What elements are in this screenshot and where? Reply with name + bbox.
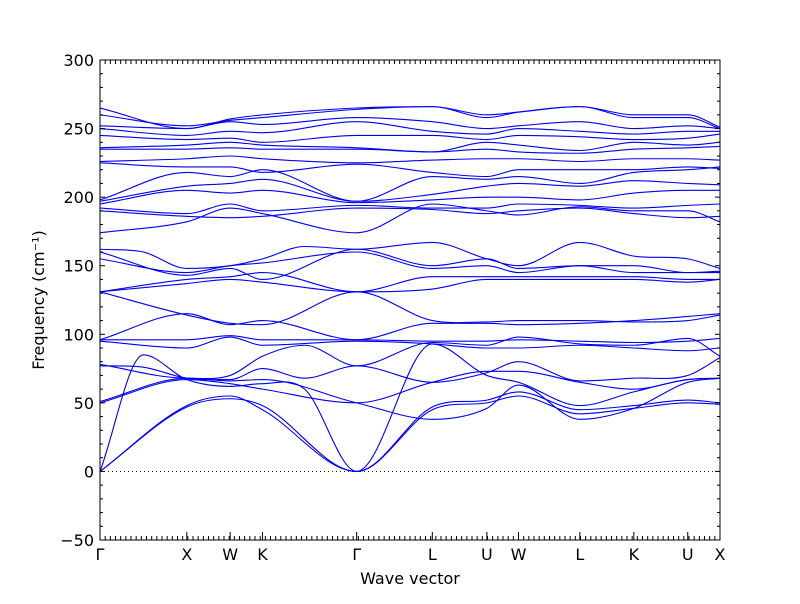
x-tick-label: U — [682, 545, 694, 564]
y-tick-label: 300 — [63, 51, 94, 70]
y-tick-label: 250 — [63, 120, 94, 139]
x-tick-label: Γ — [352, 545, 361, 564]
x-tick-label: L — [575, 545, 584, 564]
band-line-20 — [100, 189, 720, 205]
band-line-16 — [100, 241, 720, 270]
y-tick-label: 0 — [84, 462, 94, 481]
band-line-25 — [100, 145, 720, 154]
band-line-26 — [100, 141, 720, 153]
x-tick-label: Γ — [96, 545, 105, 564]
plot-frame — [99, 59, 721, 541]
band-line-2 — [100, 391, 720, 472]
y-tick-label: 50 — [74, 394, 94, 413]
band-line-18 — [100, 207, 720, 219]
plot-area — [100, 106, 720, 472]
x-tick-label: W — [222, 545, 238, 564]
band-line-5 — [100, 377, 720, 420]
y-tick-label: 150 — [63, 257, 94, 276]
x-tick-label: K — [629, 545, 640, 564]
band-line-6 — [100, 357, 720, 383]
y-tick-label: −50 — [60, 531, 94, 550]
band-line-30 — [100, 106, 720, 130]
x-tick-label: X — [715, 545, 726, 564]
band-line-10 — [100, 313, 720, 341]
band-line-24 — [100, 155, 720, 164]
y-axis-label: Frequency (cm⁻¹) — [29, 230, 48, 369]
x-tick-label: K — [257, 545, 268, 564]
band-line-27 — [100, 133, 720, 143]
band-line-1 — [100, 395, 720, 472]
band-line-19 — [100, 203, 720, 215]
band-line-29 — [100, 117, 720, 130]
band-line-21 — [100, 178, 720, 202]
band-line-28 — [100, 121, 720, 136]
y-tick-label: 100 — [63, 325, 94, 344]
band-line-23 — [100, 162, 720, 178]
band-line-22 — [100, 166, 720, 202]
band-line-13 — [100, 272, 720, 293]
band-line-15 — [100, 248, 720, 280]
band-line-3 — [100, 343, 720, 472]
band-line-9 — [100, 335, 720, 344]
band-line-31 — [100, 106, 720, 130]
x-tick-label: L — [428, 545, 437, 564]
y-tick-label: 200 — [63, 188, 94, 207]
band-line-12 — [100, 278, 720, 293]
band-line-17 — [100, 203, 720, 234]
band-line-4 — [100, 370, 720, 404]
x-tick-label: X — [181, 545, 192, 564]
x-tick-label: W — [511, 545, 527, 564]
band-line-11 — [100, 291, 720, 326]
x-axis-label: Wave vector — [360, 569, 460, 588]
ticks-group — [99, 59, 721, 541]
band-line-8 — [100, 336, 720, 352]
x-tick-label: U — [481, 545, 493, 564]
